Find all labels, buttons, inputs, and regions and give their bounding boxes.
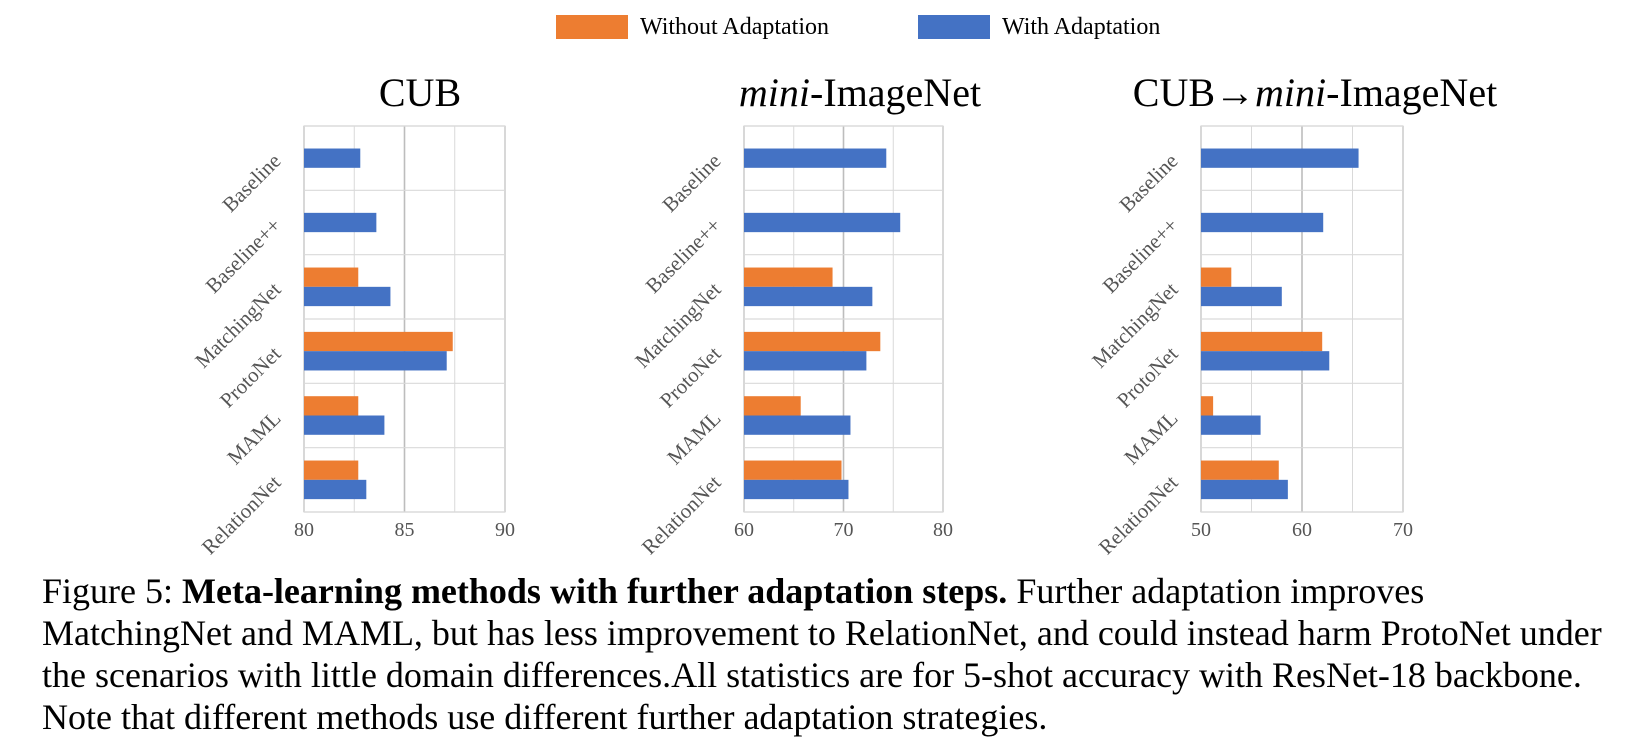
x-tick-label: 60 <box>734 519 754 541</box>
bar-with-matchingnet <box>304 286 391 307</box>
bar-with-baselineplusplus <box>744 212 901 233</box>
category-label: MAML <box>1119 406 1182 469</box>
bar-without-relationnet <box>1201 460 1279 480</box>
bar-with-protonet <box>304 351 447 371</box>
chart-title: CUB→mini-ImageNet <box>1133 70 1497 115</box>
x-tick-label: 60 <box>1292 519 1312 541</box>
x-tick-label: 80 <box>933 519 953 541</box>
chart-title: CUB <box>379 70 461 115</box>
bar-without-matchingnet <box>304 267 359 287</box>
bar-without-relationnet <box>744 460 842 480</box>
legend-label-without: Without Adaptation <box>640 13 830 40</box>
caption-text: Further adaptation improves MatchingNet … <box>42 571 1602 737</box>
caption-label: Figure 5: <box>42 571 182 611</box>
plot-frame <box>303 125 506 513</box>
bar-with-protonet <box>1201 351 1330 371</box>
charts-area: BaselineBaseline++MatchingNetProtoNetMAM… <box>190 70 1497 559</box>
category-label: Baseline <box>217 149 285 217</box>
bar-with-matchingnet <box>1201 286 1282 307</box>
legend-swatch-with <box>918 15 990 39</box>
bar-without-protonet <box>1201 331 1323 352</box>
bar-with-baseline <box>304 148 361 168</box>
legend-item-with: With Adaptation <box>918 14 1160 40</box>
category-label: MAML <box>662 406 725 469</box>
bar-with-maml <box>744 415 851 435</box>
legend-label-with: With Adaptation <box>1002 13 1161 40</box>
category-label: RelationNet <box>637 470 726 559</box>
x-tick-label: 80 <box>294 519 314 541</box>
bar-without-protonet <box>304 331 453 352</box>
legend-item-without: Without Adaptation <box>556 14 829 40</box>
bar-with-baseline <box>744 148 887 168</box>
chart-1: BaselineBaseline++MatchingNetProtoNetMAM… <box>190 70 515 559</box>
bar-with-maml <box>304 415 385 435</box>
x-tick-label: 70 <box>1393 519 1413 541</box>
caption-bold: Meta-learning methods with further adapt… <box>182 571 1008 611</box>
category-label: Baseline <box>657 149 725 217</box>
bar-with-relationnet <box>304 479 367 500</box>
bar-with-baselineplusplus <box>304 212 377 233</box>
bar-without-maml <box>744 396 801 416</box>
plot-frame <box>1200 125 1404 513</box>
chart-2: BaselineBaseline++MatchingNetProtoNetMAM… <box>630 70 981 559</box>
bar-without-matchingnet <box>744 267 833 287</box>
x-tick-label: 90 <box>495 519 515 541</box>
bar-without-maml <box>304 396 359 416</box>
legend: Without Adaptation With Adaptation <box>0 0 1632 56</box>
x-tick-label: 50 <box>1191 519 1211 541</box>
category-label: MAML <box>222 406 285 469</box>
chart-3: BaselineBaseline++MatchingNetProtoNetMAM… <box>1087 70 1497 559</box>
bar-with-relationnet <box>1201 479 1288 500</box>
bar-with-maml <box>1201 415 1261 435</box>
x-tick-label: 70 <box>834 519 854 541</box>
figure-caption: Figure 5: Meta-learning methods with fur… <box>42 570 1617 738</box>
x-tick-label: 85 <box>395 519 415 541</box>
category-label: RelationNet <box>197 470 286 559</box>
bar-with-baseline <box>1201 148 1359 168</box>
bar-without-matchingnet <box>1201 267 1232 287</box>
bar-with-baselineplusplus <box>1201 212 1324 233</box>
bar-without-maml <box>1201 396 1214 416</box>
bar-with-protonet <box>744 351 867 371</box>
bar-with-relationnet <box>744 479 849 500</box>
plot-frame <box>743 125 944 513</box>
bar-without-protonet <box>744 331 881 352</box>
bar-with-matchingnet <box>744 286 873 307</box>
legend-swatch-without <box>556 15 628 39</box>
category-label: Baseline <box>1114 149 1182 217</box>
chart-title: mini-ImageNet <box>739 70 981 115</box>
bar-without-relationnet <box>304 460 359 480</box>
category-label: RelationNet <box>1094 470 1183 559</box>
